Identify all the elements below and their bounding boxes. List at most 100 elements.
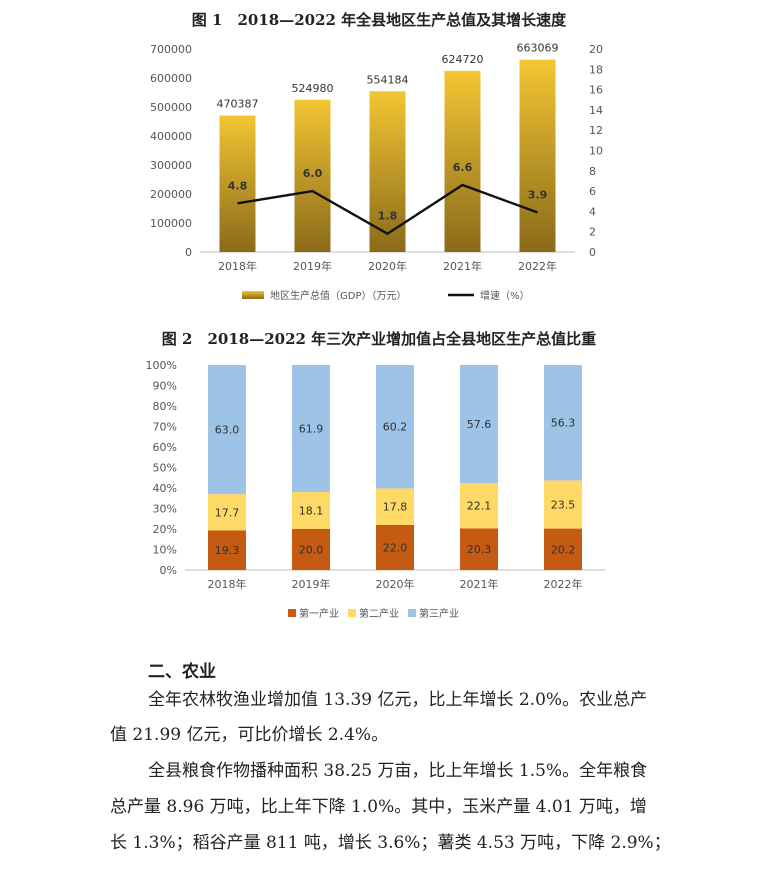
- share-value-label: 17.8: [383, 501, 408, 514]
- y-left-tick-label: 600000: [150, 72, 192, 85]
- x-tick-label: 2022年: [518, 259, 557, 273]
- growth-rate-line: [237, 183, 538, 236]
- paragraph-line-4: 总产量 8.96 万吨，比上年下降 1.0%。其中，玉米产量 4.01 万吨，增: [110, 797, 647, 817]
- y-tick-label: 60%: [153, 441, 177, 454]
- x-tick-label: 2021年: [443, 259, 482, 273]
- share-bar-segment: [292, 491, 330, 529]
- legend-label: 第二产业: [359, 607, 399, 620]
- share-value-label: 23.5: [551, 499, 576, 512]
- y-right-tick-label: 16: [589, 84, 603, 97]
- y-tick-label: 20%: [153, 523, 177, 536]
- y-left-tick-label: 700000: [150, 43, 192, 56]
- share-value-label: 18.1: [299, 504, 324, 517]
- share-value-label: 22.0: [383, 541, 408, 554]
- share-bar-segment: [208, 365, 246, 495]
- y-right-tick-label: 12: [589, 124, 603, 137]
- gdp-value-label: 554184: [367, 73, 409, 86]
- x-tick-label: 2020年: [376, 577, 415, 591]
- y-right-tick-label: 8: [589, 165, 596, 178]
- y-right-tick-label: 4: [589, 205, 596, 218]
- y-left-tick-label: 200000: [150, 188, 192, 201]
- y-right-tick-label: 20: [589, 43, 603, 56]
- paragraph-line-2: 值 21.99 亿元，可比价增长 2.4%。: [110, 725, 389, 745]
- share-bar-segment: [376, 488, 414, 525]
- y-tick-label: 0%: [160, 564, 177, 577]
- figure-2-title: 图 2 2018—2022 年三次产业增加值占全县地区生产总值比重: [161, 330, 597, 348]
- gdp-value-label: 663069: [517, 42, 559, 55]
- share-bar-segment: [376, 524, 414, 570]
- industry-share-chart: 0% 10% 20% 30% 40% 50% 60% 70% 80% 90% 100% 19.3 17.…: [146, 359, 605, 620]
- x-tick-label: 2018年: [208, 577, 247, 591]
- gdp-bar: [444, 70, 481, 252]
- share-bar-segment: [460, 483, 498, 529]
- y-left-tick-label: 500000: [150, 101, 192, 114]
- y-right-tick-label: 14: [589, 104, 603, 117]
- gdp-value-label: 470387: [217, 98, 259, 111]
- growth-rate-label: 4.8: [228, 179, 248, 192]
- share-value-label: 20.2: [551, 543, 576, 556]
- y-tick-label: 30%: [153, 503, 177, 516]
- y-right-tick-label: 0: [589, 246, 596, 259]
- gdp-bar: [519, 59, 556, 252]
- gdp-growth-chart: 0 100000 200000 300000 400000 500000 600000 700…: [150, 42, 603, 302]
- share-bar-segment: [208, 494, 246, 531]
- y-tick-label: 40%: [153, 482, 177, 495]
- share-value-label: 56.3: [551, 417, 576, 430]
- gdp-bar: [219, 115, 256, 252]
- y-tick-label: 90%: [153, 380, 177, 393]
- legend-label: 第三产业: [419, 607, 459, 620]
- share-value-label: 61.9: [299, 422, 324, 435]
- share-value-label: 57.6: [467, 418, 492, 431]
- share-value-label: 20.0: [299, 544, 324, 557]
- share-value-label: 17.7: [215, 506, 240, 519]
- figure-1-title: 图 1 2018—2022 年全县地区生产总值及其增长速度: [191, 11, 567, 29]
- share-value-label: 63.0: [215, 424, 240, 437]
- legend-swatch: [408, 609, 416, 617]
- gdp-bar: [294, 99, 331, 252]
- share-value-label: 19.3: [215, 544, 240, 557]
- share-bar-segment: [208, 530, 246, 570]
- y-tick-label: 100%: [146, 359, 177, 372]
- paragraph-line-3: 全县粮食作物播种面积 38.25 万亩，比上年增长 1.5%。全年粮食: [148, 761, 648, 781]
- x-tick-label: 2018年: [218, 259, 257, 273]
- section-heading: 二、农业: [148, 662, 216, 682]
- y-right-tick-label: 10: [589, 145, 603, 158]
- x-tick-label: 2020年: [368, 259, 407, 273]
- growth-rate-label: 3.9: [528, 188, 548, 201]
- share-value-label: 22.1: [467, 500, 492, 513]
- growth-rate-label: 6.0: [303, 167, 323, 180]
- gdp-value-label: 624720: [442, 53, 484, 66]
- share-bar-segment: [544, 365, 582, 481]
- growth-rate-label: 1.8: [378, 210, 398, 223]
- share-bar-segment: [292, 365, 330, 492]
- y-tick-label: 50%: [153, 462, 177, 475]
- legend-swatch-gdp: [242, 291, 264, 299]
- share-bar-segment: [544, 528, 582, 570]
- y-tick-label: 10%: [153, 544, 177, 557]
- x-tick-label: 2021年: [460, 577, 499, 591]
- y-left-tick-label: 400000: [150, 130, 192, 143]
- growth-rate-label: 6.6: [453, 161, 473, 174]
- y-left-tick-label: 100000: [150, 217, 192, 230]
- y-tick-label: 70%: [153, 421, 177, 434]
- y-left-tick-label: 300000: [150, 159, 192, 172]
- share-bar-segment: [292, 529, 330, 570]
- share-bar-segment: [460, 365, 498, 484]
- share-bar-segment: [376, 365, 414, 489]
- x-tick-label: 2019年: [293, 259, 332, 273]
- share-value-label: 60.2: [383, 421, 408, 434]
- paragraph-line-1: 全年农林牧渔业增加值 13.39 亿元，比上年增长 2.0%。农业总产: [148, 690, 648, 710]
- gdp-value-label: 524980: [292, 82, 334, 95]
- y-right-tick-label: 18: [589, 63, 603, 76]
- paragraph-line-5: 长 1.3%；稻谷产量 811 吨，增长 3.6%；薯类 4.53 万吨，下降 …: [110, 833, 671, 853]
- share-bar-segment: [460, 528, 498, 570]
- legend-swatch: [288, 609, 296, 617]
- legend-label: 第一产业: [299, 607, 339, 620]
- y-right-tick-label: 6: [589, 185, 596, 198]
- y-right-tick-label: 2: [589, 226, 596, 239]
- share-value-label: 20.3: [467, 543, 492, 556]
- legend-label-growth: 增速（%）: [480, 289, 530, 302]
- x-tick-label: 2019年: [292, 577, 331, 591]
- legend-label-gdp: 地区生产总值（GDP）（万元）: [270, 289, 406, 302]
- share-bar-segment: [544, 480, 582, 529]
